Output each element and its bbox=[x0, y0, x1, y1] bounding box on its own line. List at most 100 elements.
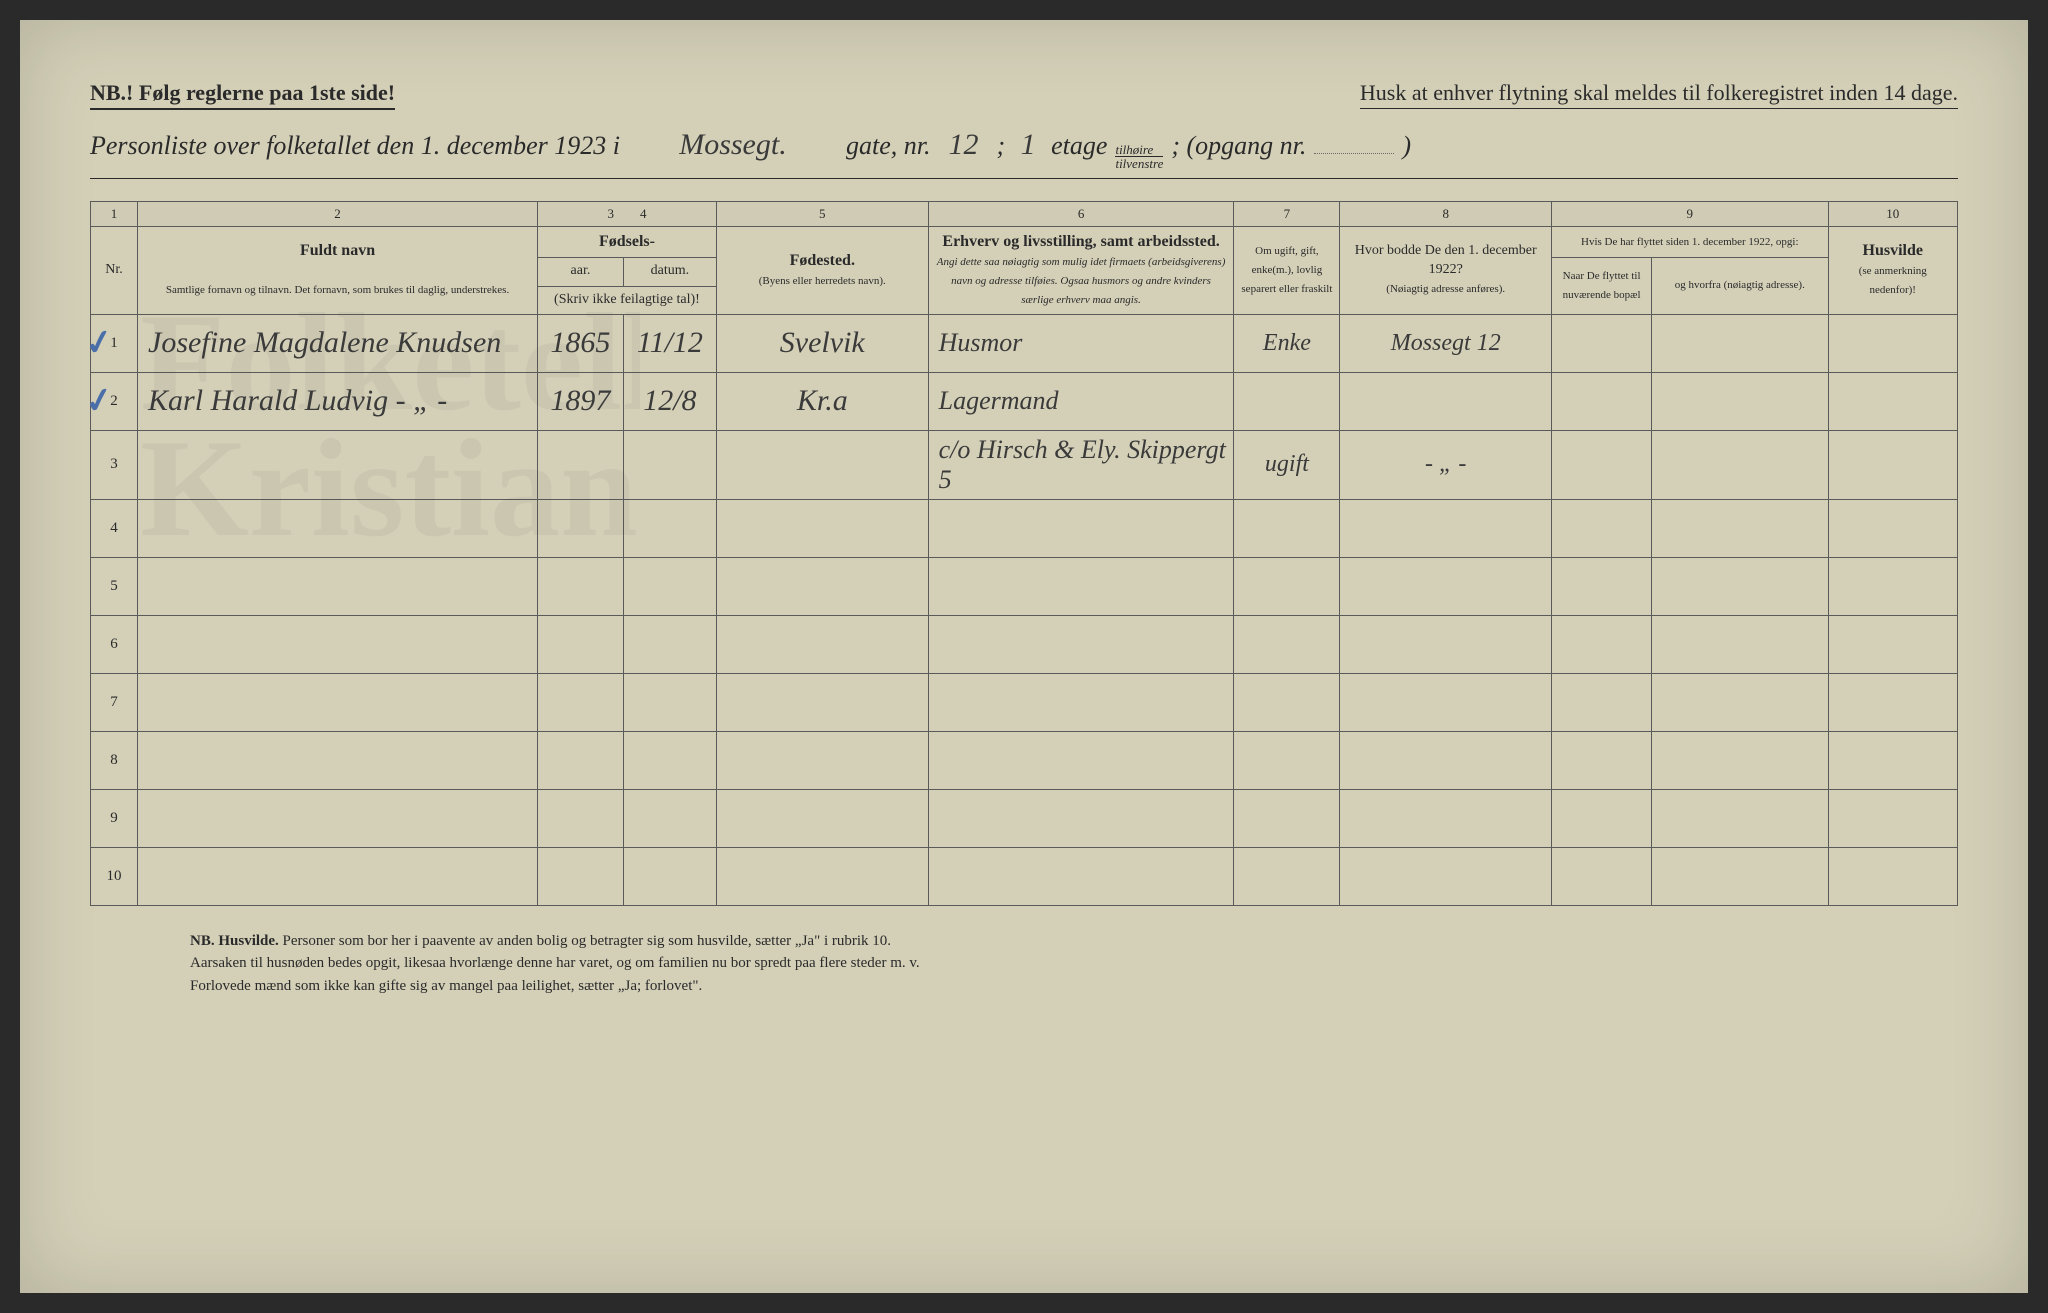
h-year: aar. bbox=[538, 257, 624, 286]
cell-birthplace bbox=[716, 499, 928, 557]
colnum-8: 8 bbox=[1340, 202, 1552, 227]
cell-marital bbox=[1234, 731, 1340, 789]
row-number: 5 bbox=[91, 557, 138, 615]
street-name-hand: Mossegt. bbox=[628, 128, 838, 162]
cell-husvilde bbox=[1828, 847, 1958, 905]
cell-marital: ugift bbox=[1234, 430, 1340, 499]
cell-moved-when bbox=[1552, 789, 1652, 847]
footer-line1: Personer som bor her i paavente av anden… bbox=[283, 933, 891, 949]
title-prefix: Personliste over folketallet den 1. dece… bbox=[90, 131, 620, 161]
cell-moved-from bbox=[1652, 731, 1828, 789]
cell-moved-from bbox=[1652, 372, 1828, 430]
cell-addr1922 bbox=[1340, 372, 1552, 430]
cell-year bbox=[538, 673, 624, 731]
cell-moved-when bbox=[1552, 314, 1652, 372]
cell-marital bbox=[1234, 673, 1340, 731]
cell-name bbox=[138, 615, 538, 673]
table-header: 1 2 3 4 5 6 7 8 9 10 Nr. Fuldt navn Samt… bbox=[91, 202, 1958, 315]
cell-date bbox=[623, 673, 716, 731]
cell-moved-when bbox=[1552, 847, 1652, 905]
cell-birthplace bbox=[716, 557, 928, 615]
cell-year bbox=[538, 615, 624, 673]
cell-date bbox=[623, 615, 716, 673]
cell-birthplace bbox=[716, 731, 928, 789]
cell-birthplace bbox=[716, 430, 928, 499]
footer-line3: Forlovede mænd som ikke kan gifte sig av… bbox=[190, 978, 702, 994]
row-number: 7 bbox=[91, 673, 138, 731]
h-moved-when: Naar De flyttet til nuværende bopæl bbox=[1552, 257, 1652, 314]
cell-name bbox=[138, 673, 538, 731]
row-number: 4 bbox=[91, 499, 138, 557]
cell-moved-when bbox=[1552, 557, 1652, 615]
cell-name bbox=[138, 557, 538, 615]
cell-moved-when bbox=[1552, 372, 1652, 430]
cell-moved-from bbox=[1652, 430, 1828, 499]
row-number: 9 bbox=[91, 789, 138, 847]
cell-addr1922 bbox=[1340, 847, 1552, 905]
cell-year bbox=[538, 430, 624, 499]
cell-addr1922 bbox=[1340, 673, 1552, 731]
nb-rule-right: Husk at enhver flytning skal meldes til … bbox=[1360, 80, 1958, 109]
column-number-row: 1 2 3 4 5 6 7 8 9 10 bbox=[91, 202, 1958, 227]
side-bot: tilvenstre bbox=[1115, 157, 1163, 170]
cell-date bbox=[623, 847, 716, 905]
cell-birthplace: Kr.a bbox=[716, 372, 928, 430]
cell-moved-when bbox=[1552, 731, 1652, 789]
cell-year bbox=[538, 731, 624, 789]
h-birth-sub: (Skriv ikke feilagtige tal)! bbox=[538, 286, 717, 314]
cell-occupation: c/o Hirsch & Ely. Skippergt 5 bbox=[928, 430, 1234, 499]
footer-note: NB. Husvilde. Personer som bor her i paa… bbox=[90, 930, 1958, 998]
cell-marital bbox=[1234, 615, 1340, 673]
h-birth-title: Fødsels- bbox=[538, 227, 717, 258]
cell-year bbox=[538, 499, 624, 557]
footer-line2: Aarsaken til husnøden bedes opgit, likes… bbox=[190, 955, 920, 971]
colnum-3-4: 3 4 bbox=[538, 202, 717, 227]
cell-moved-from bbox=[1652, 673, 1828, 731]
cell-moved-from bbox=[1652, 789, 1828, 847]
cell-occupation bbox=[928, 673, 1234, 731]
table-row: 5 bbox=[91, 557, 1958, 615]
cell-date bbox=[623, 430, 716, 499]
cell-birthplace bbox=[716, 673, 928, 731]
cell-name: Karl Harald Ludvig ‑ „ ‑ bbox=[138, 372, 538, 430]
row-number: ✓1 bbox=[91, 314, 138, 372]
cell-occupation bbox=[928, 731, 1234, 789]
colnum-7: 7 bbox=[1234, 202, 1340, 227]
cell-occupation: Husmor bbox=[928, 314, 1234, 372]
etage-label: etage bbox=[1051, 131, 1107, 161]
cell-husvilde bbox=[1828, 430, 1958, 499]
cell-date: 11/12 bbox=[623, 314, 716, 372]
cell-occupation bbox=[928, 557, 1234, 615]
cell-name bbox=[138, 847, 538, 905]
cell-occupation bbox=[928, 847, 1234, 905]
table-body: ✓1Josefine Magdalene Knudsen186511/12Sve… bbox=[91, 314, 1958, 905]
title-line: Personliste over folketallet den 1. dece… bbox=[90, 128, 1958, 179]
table-row: 3c/o Hirsch & Ely. Skippergt 5ugift‑ „ ‑ bbox=[91, 430, 1958, 499]
cell-husvilde bbox=[1828, 557, 1958, 615]
colnum-2: 2 bbox=[138, 202, 538, 227]
cell-occupation bbox=[928, 789, 1234, 847]
cell-date: 12/8 bbox=[623, 372, 716, 430]
cell-name bbox=[138, 789, 538, 847]
census-document: Folketelling Kristiania NB.! Følg regler… bbox=[20, 20, 2028, 1293]
cell-name: Josefine Magdalene Knudsen bbox=[138, 314, 538, 372]
table-row: 7 bbox=[91, 673, 1958, 731]
table-row: 10 bbox=[91, 847, 1958, 905]
etage-nr-hand: 1 bbox=[1013, 128, 1043, 162]
table-row: ✓2Karl Harald Ludvig ‑ „ ‑189712/8Kr.aLa… bbox=[91, 372, 1958, 430]
cell-addr1922 bbox=[1340, 789, 1552, 847]
cell-addr1922 bbox=[1340, 557, 1552, 615]
cell-husvilde bbox=[1828, 314, 1958, 372]
cell-husvilde bbox=[1828, 789, 1958, 847]
h-moved-from: og hvorfra (nøiagtig adresse). bbox=[1652, 257, 1828, 314]
cell-name bbox=[138, 731, 538, 789]
table-row: 6 bbox=[91, 615, 1958, 673]
title-sep: ; bbox=[996, 131, 1005, 161]
cell-moved-from bbox=[1652, 314, 1828, 372]
cell-husvilde bbox=[1828, 731, 1958, 789]
cell-moved-from bbox=[1652, 847, 1828, 905]
colnum-5: 5 bbox=[716, 202, 928, 227]
cell-husvilde bbox=[1828, 673, 1958, 731]
cell-marital bbox=[1234, 847, 1340, 905]
h-addr1922: Hvor bodde De den 1. december 1922? (Nøi… bbox=[1340, 227, 1552, 315]
